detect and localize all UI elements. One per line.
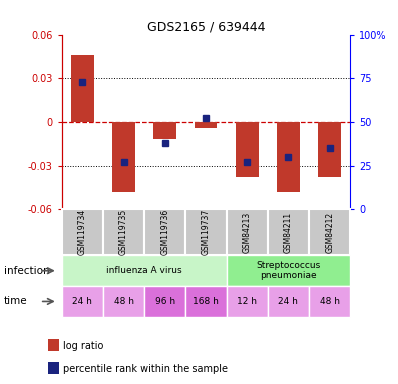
Text: GSM84211: GSM84211 bbox=[284, 212, 293, 253]
Text: 12 h: 12 h bbox=[237, 297, 257, 306]
Text: GSM119737: GSM119737 bbox=[201, 209, 211, 255]
Text: 24 h: 24 h bbox=[279, 297, 298, 306]
Bar bbox=[236, 122, 259, 177]
Text: influenza A virus: influenza A virus bbox=[106, 266, 182, 275]
Text: 48 h: 48 h bbox=[113, 297, 133, 306]
Bar bbox=[112, 122, 135, 192]
Text: GSM84212: GSM84212 bbox=[325, 212, 334, 253]
Text: 24 h: 24 h bbox=[72, 297, 92, 306]
Text: GSM119734: GSM119734 bbox=[78, 209, 87, 255]
Text: 48 h: 48 h bbox=[320, 297, 339, 306]
Text: GSM84213: GSM84213 bbox=[243, 212, 252, 253]
Text: GSM119736: GSM119736 bbox=[160, 209, 169, 255]
Text: 96 h: 96 h bbox=[155, 297, 175, 306]
Bar bbox=[277, 122, 300, 192]
Text: GSM119735: GSM119735 bbox=[119, 209, 128, 255]
Text: 168 h: 168 h bbox=[193, 297, 219, 306]
Text: log ratio: log ratio bbox=[63, 341, 103, 351]
Bar bbox=[71, 55, 94, 122]
Title: GDS2165 / 639444: GDS2165 / 639444 bbox=[147, 20, 265, 33]
Text: time: time bbox=[4, 296, 27, 306]
Text: infection: infection bbox=[4, 266, 50, 276]
Bar bbox=[153, 122, 176, 139]
Text: percentile rank within the sample: percentile rank within the sample bbox=[63, 364, 228, 374]
Bar bbox=[318, 122, 341, 177]
Text: Streptococcus
pneumoniae: Streptococcus pneumoniae bbox=[256, 261, 320, 280]
Bar bbox=[195, 122, 217, 128]
